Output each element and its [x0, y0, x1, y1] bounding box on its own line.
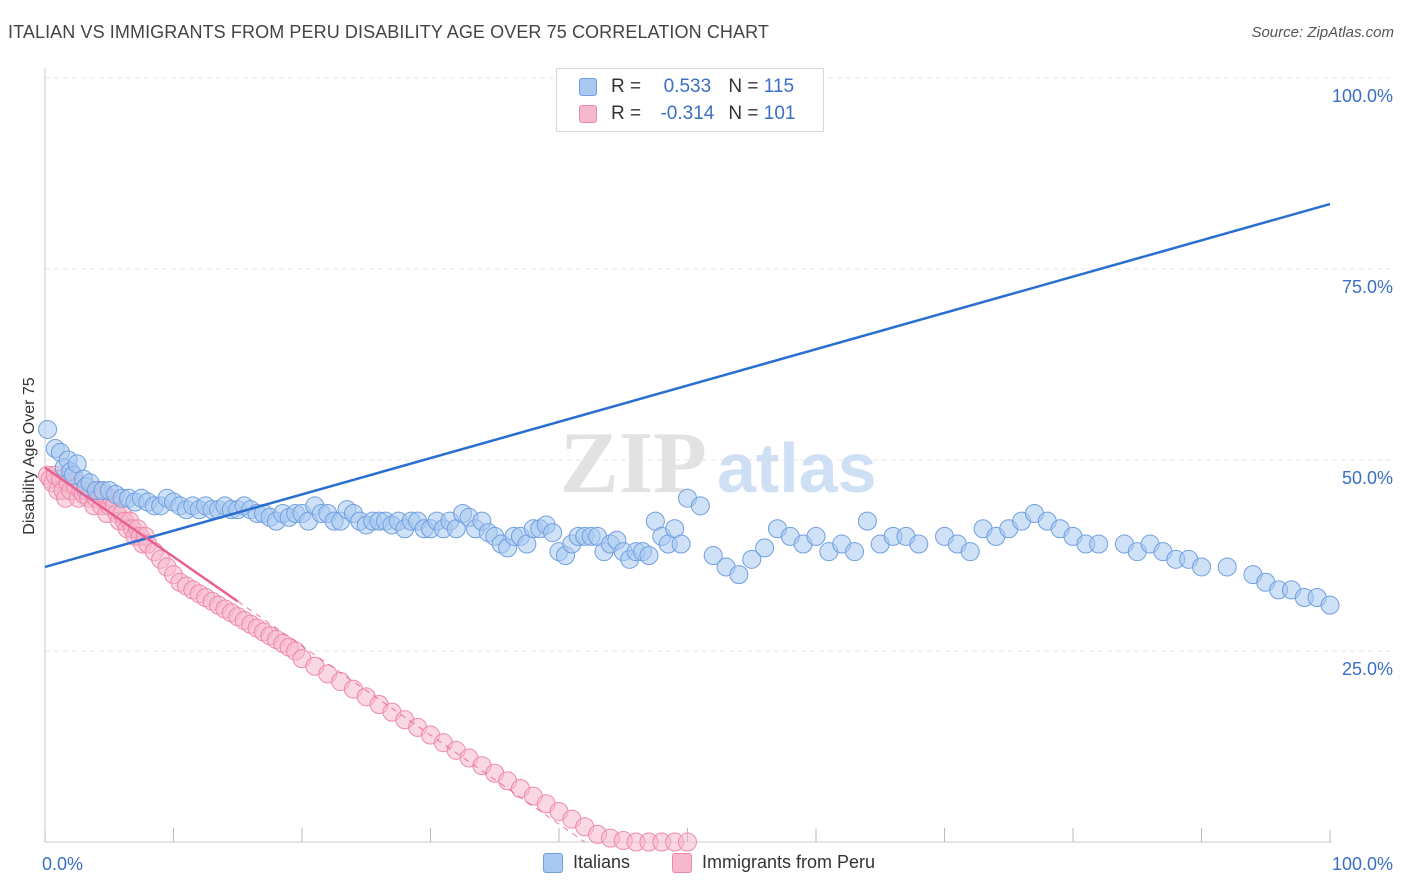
- italians-point: [671, 534, 691, 554]
- italians-point: [1320, 595, 1340, 615]
- italians-swatch: [579, 78, 597, 96]
- italians-point: [742, 549, 762, 569]
- peru-n-value: 101: [763, 103, 796, 124]
- italians-point: [543, 523, 563, 543]
- italians-point: [1192, 557, 1211, 577]
- trend-lines: [44, 202, 1331, 843]
- peru-swatch: [579, 105, 597, 123]
- peru-trend-line: [44, 466, 239, 603]
- legend-row-italians: R = 0.533 N = 115: [579, 74, 794, 100]
- italians-point: [806, 526, 826, 546]
- tick-labels: 25.0% 50.0% 75.0% 100.0% 0.0% 100.0%: [42, 86, 1393, 874]
- legend-italians-swatch: [543, 852, 563, 873]
- italians-points: [38, 419, 1340, 615]
- legend-peru-swatch: [672, 852, 692, 873]
- italians-point: [960, 542, 980, 562]
- italians-n-label: N =: [728, 76, 759, 97]
- series-legend: Italians Immigrants from Peru: [0, 852, 1406, 876]
- italians-point: [857, 511, 877, 531]
- watermark-atlas: atlas: [717, 429, 877, 507]
- legend-italians[interactable]: Italians: [543, 852, 630, 873]
- stats-legend: R = 0.533 N = 115 R = -0.314 N = 101: [556, 68, 824, 132]
- legend-peru-label: Immigrants from Peru: [702, 852, 876, 872]
- y-tick-label: 50.0%: [1342, 468, 1393, 488]
- italians-point: [1217, 557, 1237, 577]
- y-axis-label: Disability Age Over 75: [21, 377, 38, 535]
- italians-point: [690, 496, 710, 516]
- italians-point: [703, 546, 723, 565]
- italians-point: [38, 419, 58, 439]
- peru-trend-extension: [237, 600, 586, 843]
- italians-point: [909, 534, 929, 554]
- legend-row-peru: R = -0.314 N = 101: [579, 101, 795, 127]
- italians-point: [1089, 534, 1109, 554]
- peru-points: [38, 465, 697, 852]
- y-tick-label: 100.0%: [1332, 86, 1393, 106]
- italians-trend-line: [44, 202, 1331, 569]
- italians-n-value: 115: [763, 76, 795, 97]
- italians-r-label: R =: [611, 76, 642, 97]
- italians-point: [845, 542, 865, 562]
- y-tick-label: 25.0%: [1342, 659, 1393, 679]
- italians-r-value: 0.533: [663, 76, 712, 97]
- peru-r-value: -0.314: [660, 103, 715, 124]
- y-tick-label: 75.0%: [1342, 277, 1393, 297]
- peru-point: [678, 832, 697, 852]
- italians-point: [729, 565, 749, 585]
- chart-source: Source: ZipAtlas.com: [1251, 24, 1394, 41]
- peru-n-label: N =: [728, 103, 759, 124]
- x-tick-label-max: 100.0%: [1332, 854, 1393, 874]
- legend-peru[interactable]: Immigrants from Peru: [672, 852, 875, 873]
- chart-title: ITALIAN VS IMMIGRANTS FROM PERU DISABILI…: [8, 22, 770, 42]
- italians-point: [755, 538, 775, 558]
- legend-italians-label: Italians: [573, 852, 631, 872]
- x-tick-label-min: 0.0%: [42, 854, 83, 874]
- italians-point: [639, 546, 659, 565]
- peru-r-label: R =: [611, 103, 642, 124]
